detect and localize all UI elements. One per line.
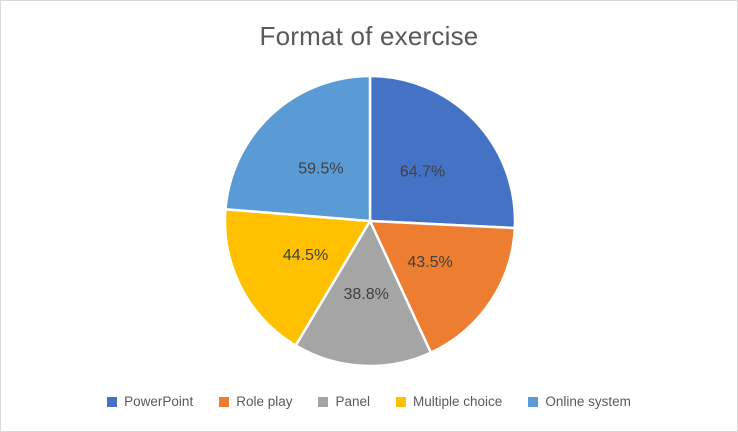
legend: PowerPoint Role play Panel Multiple choice O… [1, 394, 737, 409]
chart-title: Format of exercise [259, 21, 479, 51]
pie-slice-role-play[interactable] [368, 219, 517, 354]
legend-label-powerpoint: PowerPoint [124, 394, 194, 409]
legend-item-multiple-choice[interactable]: Multiple choice [396, 394, 502, 409]
slice-label-powerpoint: 64.7% [400, 164, 445, 181]
legend-label-panel: Panel [335, 394, 371, 409]
slice-label-multiple-choice: 44.5% [283, 247, 328, 264]
legend-item-role-play[interactable]: Role play [219, 394, 292, 409]
legend-swatch-online-system [528, 396, 539, 407]
legend-label-online-system: Online system [545, 394, 631, 409]
legend-swatch-multiple-choice [396, 396, 407, 407]
pie-slice-powerpoint[interactable] [368, 74, 517, 230]
slice-label-panel: 38.8% [344, 286, 389, 303]
legend-swatch-panel [318, 396, 329, 407]
legend-swatch-role-play [219, 396, 230, 407]
pie-slice-online-system[interactable] [224, 74, 372, 223]
legend-item-panel[interactable]: Panel [318, 394, 370, 409]
legend-swatch-powerpoint [107, 396, 118, 407]
slice-label-online-system: 59.5% [298, 160, 343, 177]
legend-label-role-play: Role play [236, 394, 293, 409]
pie-slice-multiple-choice[interactable] [223, 207, 372, 347]
legend-label-multiple-choice: Multiple choice [413, 394, 503, 409]
legend-item-online-system[interactable]: Online system [528, 394, 631, 409]
pie-slice-panel[interactable] [294, 219, 433, 368]
slice-label-role-play: 43.5% [407, 254, 452, 271]
legend-item-powerpoint[interactable]: PowerPoint [107, 394, 193, 409]
